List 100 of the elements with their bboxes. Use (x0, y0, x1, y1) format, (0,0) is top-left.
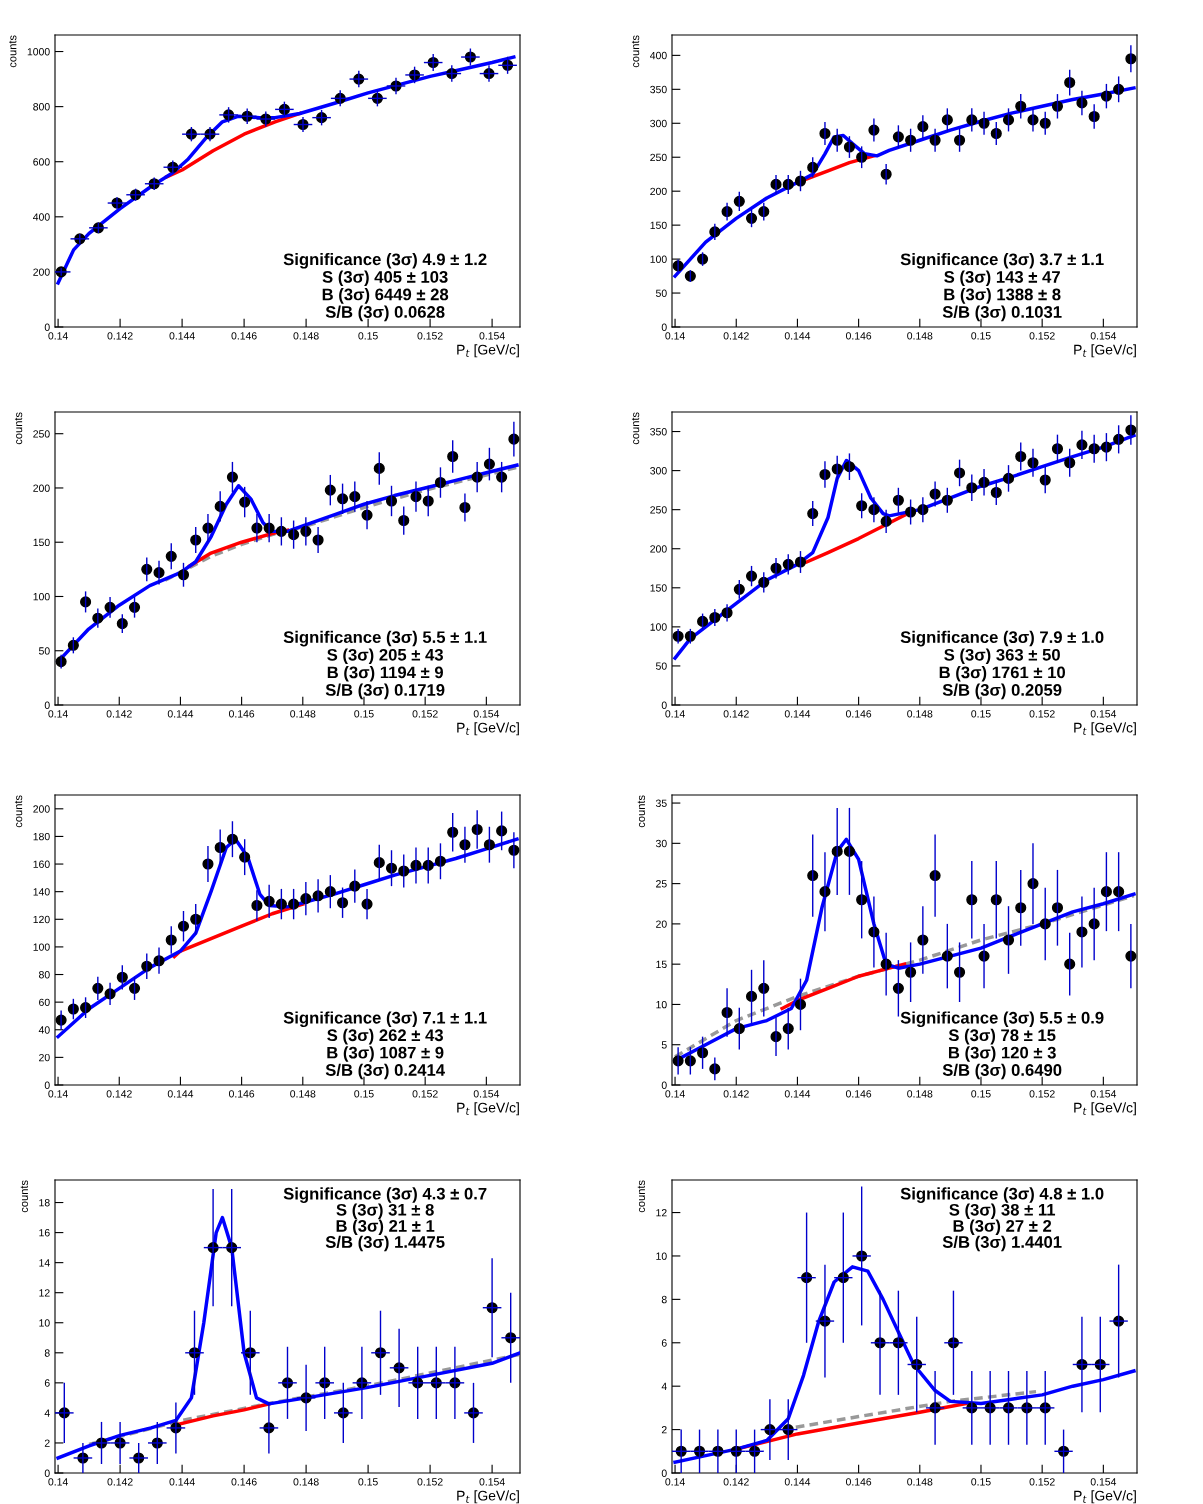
y-tick-label: 80 (39, 971, 50, 979)
y-tick-label: 0 (661, 1081, 667, 1089)
y-tick-label: 300 (650, 467, 667, 475)
x-tick-label: 0.146 (231, 1478, 257, 1486)
y-tick-label: 15 (656, 960, 667, 969)
annotation: S (3σ) 78 ± 15 (948, 1028, 1056, 1045)
y-tick-label: 120 (33, 915, 50, 924)
y-tick-label: 400 (650, 51, 667, 60)
annotation: Significance (3σ) 5.5 ± 1.1 (283, 630, 487, 647)
y-tick-label: 250 (650, 153, 667, 162)
y-tick-label: 250 (33, 430, 50, 438)
y-tick-label: 200 (33, 484, 50, 492)
x-axis-title: P$_{t}$ [GeV/c] (457, 344, 519, 358)
annotation: B (3σ) 21 ± 1 (336, 1219, 435, 1236)
x-tick-label: 0.146 (845, 710, 872, 718)
x-tick-label: 0.15 (358, 332, 378, 340)
annotation: S (3σ) 363 ± 50 (944, 648, 1060, 664)
x-tick-label: 0.14 (48, 332, 68, 340)
annotation: B (3σ) 6449 ± 28 (322, 288, 449, 304)
y-tick-label: 180 (33, 832, 50, 841)
x-tick-label: 0.142 (723, 332, 749, 340)
y-tick-label: 150 (33, 538, 50, 547)
y-tick-label: 200 (33, 268, 50, 276)
x-tick-label: 0.142 (107, 1478, 133, 1486)
annotation: Significance (3σ) 4.3 ± 0.7 (283, 1187, 487, 1203)
annotation: S/B (3σ) 0.1719 (325, 683, 445, 700)
annotation: B (3σ) 1194 ± 9 (327, 666, 443, 682)
y-tick-label: 50 (38, 647, 50, 655)
y-tick-label: 6 (44, 1379, 50, 1387)
y-tick-label: 150 (650, 584, 667, 592)
y-tick-label: 300 (650, 119, 667, 128)
x-tick-label: 0.148 (907, 332, 933, 340)
y-tick-label: 140 (33, 888, 50, 896)
y-tick-label: 200 (650, 545, 667, 553)
x-tick-label: 0.15 (354, 1090, 374, 1098)
x-tick-label: 0.154 (479, 1478, 505, 1486)
x-tick-label: 0.146 (231, 332, 257, 340)
x-tick-label: 0.144 (169, 1478, 195, 1486)
x-tick-label: 0.146 (228, 1090, 255, 1098)
x-tick-label: 0.152 (1029, 1478, 1055, 1486)
y-tick-label: 20 (656, 920, 667, 928)
y-axis-title: counts (20, 1180, 29, 1213)
x-tick-label: 0.15 (354, 710, 374, 718)
x-tick-label: 0.144 (167, 1090, 194, 1098)
y-axis-title: counts (631, 412, 640, 445)
y-tick-label: 160 (33, 860, 50, 868)
x-axis-title: P$_{t}$ [GeV/c] (1074, 344, 1136, 358)
y-tick-label: 14 (39, 1259, 50, 1267)
x-tick-label: 0.14 (665, 1090, 685, 1098)
x-axis-title: P$_{t}$ [GeV/c] (457, 1102, 519, 1116)
y-tick-label: 100 (33, 943, 50, 951)
x-tick-label: 0.152 (412, 1090, 438, 1098)
y-tick-label: 0 (44, 1081, 50, 1089)
x-tick-label: 0.15 (971, 710, 991, 718)
x-axis-title: P$_{t}$ [GeV/c] (1074, 1102, 1136, 1116)
y-tick-label: 350 (650, 428, 667, 436)
line-series (56, 55, 516, 285)
x-tick-label: 0.154 (1090, 1090, 1117, 1098)
y-tick-label: 400 (33, 213, 50, 221)
annotation: Significance (3σ) 3.7 ± 1.1 (900, 252, 1104, 269)
x-tick-label: 0.148 (907, 1478, 933, 1486)
x-tick-label: 0.148 (290, 710, 316, 718)
x-tick-label: 0.15 (971, 1090, 991, 1098)
x-tick-label: 0.152 (1029, 1090, 1055, 1098)
x-tick-label: 0.14 (665, 710, 685, 718)
annotation: S/B (3σ) 0.0628 (325, 305, 445, 322)
x-tick-label: 0.144 (784, 1090, 811, 1098)
x-tick-label: 0.144 (169, 332, 195, 340)
x-tick-label: 0.142 (106, 1090, 132, 1098)
annotation: Significance (3σ) 5.5 ± 0.9 (900, 1011, 1104, 1027)
x-tick-label: 0.142 (723, 1478, 749, 1486)
annotation: S (3σ) 262 ± 43 (327, 1028, 443, 1045)
x-axis-title: P$_{t}$ [GeV/c] (457, 722, 519, 736)
y-tick-label: 5 (661, 1041, 667, 1049)
x-tick-label: 0.14 (48, 710, 68, 718)
x-axis-title: P$_{t}$ [GeV/c] (1074, 722, 1136, 736)
annotation: B (3σ) 1761 ± 10 (939, 666, 1066, 682)
y-tick-label: 16 (39, 1229, 50, 1237)
annotation: S/B (3σ) 0.2059 (942, 683, 1062, 700)
y-tick-label: 100 (650, 623, 667, 631)
annotation: S (3σ) 143 ± 47 (944, 270, 1060, 287)
x-tick-label: 0.14 (48, 1478, 68, 1486)
x-tick-label: 0.148 (293, 1478, 319, 1486)
x-tick-label: 0.14 (665, 332, 685, 340)
y-tick-label: 50 (655, 662, 667, 670)
x-tick-label: 0.154 (479, 332, 505, 340)
annotation: Significance (3σ) 4.8 ± 1.0 (900, 1187, 1104, 1203)
x-tick-label: 0.146 (845, 1090, 872, 1098)
x-tick-label: 0.15 (971, 332, 991, 340)
y-tick-label: 4 (661, 1382, 667, 1390)
annotation: S (3σ) 205 ± 43 (327, 648, 443, 664)
annotation: S/B (3σ) 0.2414 (325, 1063, 445, 1080)
x-tick-label: 0.144 (167, 710, 194, 718)
y-tick-label: 4 (44, 1409, 50, 1417)
y-tick-label: 600 (33, 158, 50, 166)
line-series (87, 1352, 520, 1447)
x-tick-label: 0.142 (106, 710, 132, 718)
x-axis-title: P$_{t}$ [GeV/c] (457, 1490, 519, 1504)
y-tick-label: 6 (661, 1339, 667, 1347)
x-tick-label: 0.152 (1029, 710, 1055, 718)
